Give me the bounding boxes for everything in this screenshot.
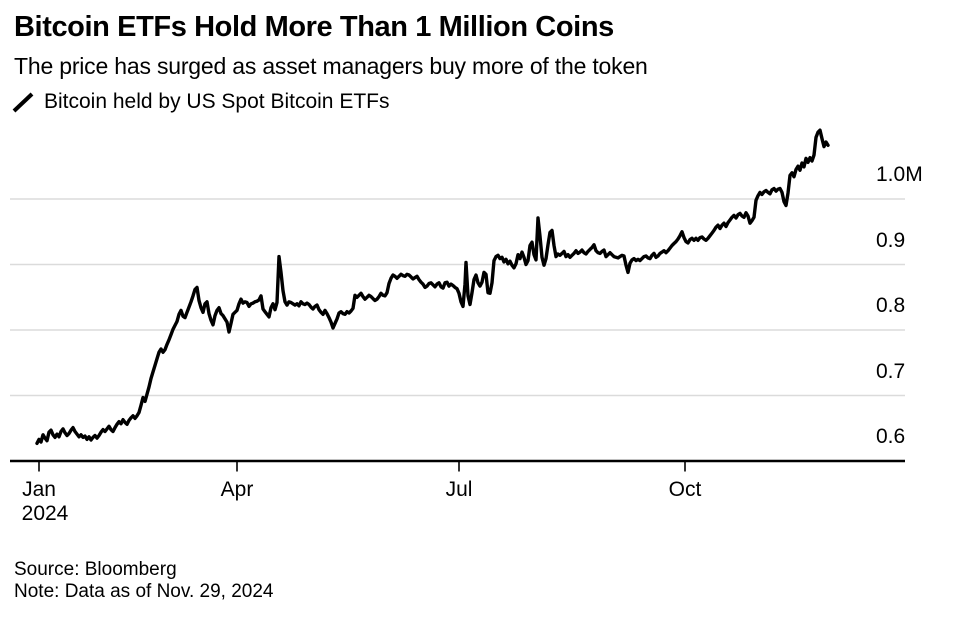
- x-axis-label: Oct: [668, 478, 702, 501]
- legend-series-label: Bitcoin held by US Spot Bitcoin ETFs: [44, 90, 390, 113]
- y-axis-label: 0.7: [876, 359, 906, 383]
- y-axis-label: 0.8: [876, 294, 906, 317]
- chart-subtitle: The price has surged as asset managers b…: [14, 53, 648, 79]
- series-line: [35, 128, 830, 445]
- chart-legend: Bitcoin held by US Spot Bitcoin ETFs: [11, 90, 390, 114]
- x-axis-year-label: 2024: [21, 502, 69, 525]
- y-axis-label: 1.0M: [876, 163, 923, 186]
- y-axis-label: 0.6: [876, 425, 906, 448]
- x-axis-label: Jul: [445, 478, 473, 501]
- x-axis-label: Jan: [22, 478, 56, 501]
- line-series-key-icon: [12, 92, 34, 113]
- x-axis-label: Apr: [220, 478, 254, 501]
- y-axis-label: 0.9: [876, 228, 906, 252]
- page-title: Bitcoin ETFs Hold More Than 1 Million Co…: [14, 11, 614, 43]
- note-text: Note: Data as of Nov. 29, 2024: [14, 581, 274, 602]
- source-text: Source: Bloomberg: [14, 559, 177, 580]
